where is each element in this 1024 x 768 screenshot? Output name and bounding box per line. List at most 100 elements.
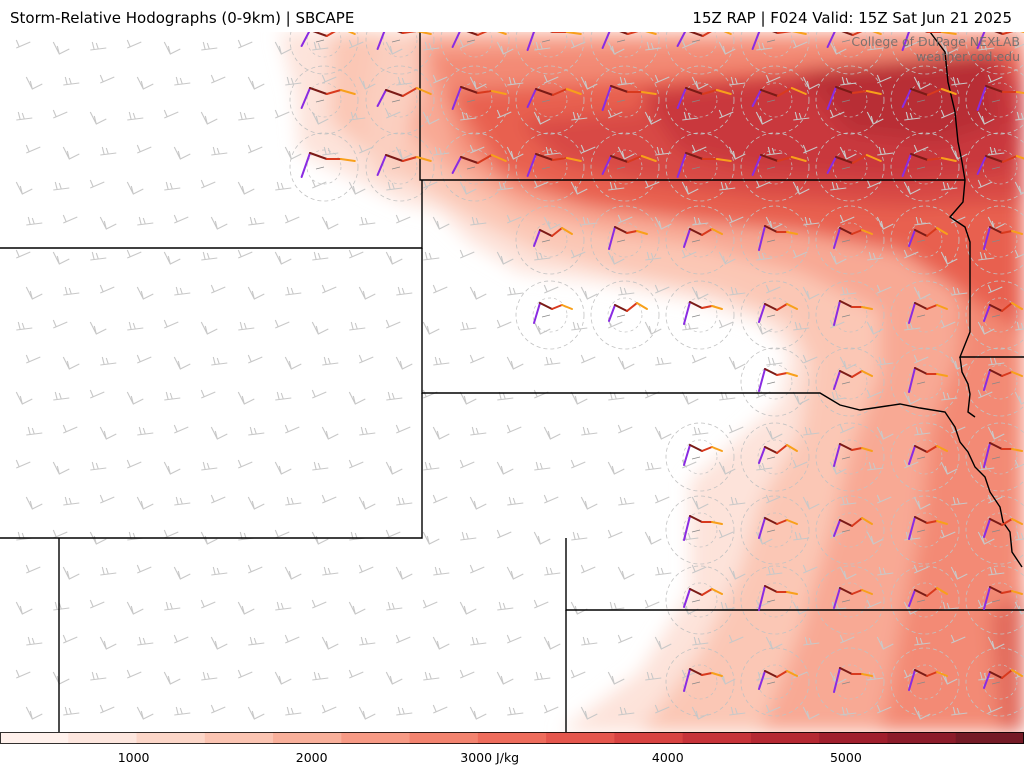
hodograph-ring	[515, 32, 585, 75]
hodograph-ring	[590, 32, 660, 75]
wind-barb	[792, 391, 810, 405]
hodograph-ring	[590, 205, 660, 275]
hodograph-ring	[832, 512, 868, 548]
wind-barb	[607, 529, 623, 539]
wind-barb	[755, 599, 771, 609]
wind-barb	[691, 706, 709, 720]
wind-barb	[839, 146, 857, 160]
wind-barb	[396, 286, 413, 296]
wind-barb	[681, 391, 699, 405]
wind-barb	[174, 286, 191, 296]
colorbar-band	[887, 732, 957, 744]
hodograph-ring	[440, 32, 510, 75]
wind-barb	[729, 76, 746, 86]
wind-barb	[15, 459, 31, 469]
wind-barb	[173, 146, 191, 160]
wind-barb	[728, 424, 744, 434]
wind-barb	[682, 111, 699, 121]
hodograph-ring	[757, 582, 793, 618]
wind-barb	[423, 461, 440, 471]
wind-barb	[312, 251, 329, 261]
hodograph-ring	[982, 512, 1018, 548]
wind-barb	[645, 251, 662, 261]
wind-barb	[275, 601, 292, 611]
wind-barb	[126, 249, 142, 259]
wind-barb	[644, 599, 660, 609]
wind-barb	[644, 321, 662, 335]
wind-barb	[718, 251, 736, 265]
wind-barb	[432, 494, 448, 504]
wind-barb	[792, 249, 808, 259]
hodograph-ring	[757, 32, 793, 58]
wind-barb	[348, 249, 364, 259]
wind-barb	[617, 356, 635, 370]
wind-barb	[385, 461, 403, 475]
wind-barb	[174, 706, 191, 716]
wind-barb	[247, 564, 263, 574]
hodograph-ring	[832, 364, 868, 400]
wind-barb	[395, 214, 411, 224]
wind-barb	[15, 669, 31, 679]
hodograph-ring	[890, 132, 960, 202]
wind-barb	[285, 496, 302, 506]
hodograph-ring	[532, 82, 568, 118]
wind-barb	[766, 566, 783, 576]
wind-barb	[422, 179, 438, 189]
wind-barb	[52, 319, 68, 329]
wind-barb	[201, 251, 218, 261]
wind-barb	[321, 704, 337, 714]
wind-barb	[321, 284, 337, 294]
wind-barb	[867, 251, 884, 261]
hodograph-ring	[682, 512, 718, 548]
wind-barb	[496, 41, 514, 55]
hodograph-trace	[683, 228, 723, 248]
wind-barb	[581, 426, 598, 436]
wind-barb	[285, 706, 302, 716]
wind-barb	[469, 144, 485, 154]
wind-barb	[63, 76, 80, 86]
hodograph-trace	[976, 32, 1024, 49]
wind-barb	[25, 564, 41, 574]
hodograph-trace	[608, 226, 648, 250]
hodograph-ring	[382, 149, 418, 185]
wind-barb	[127, 111, 144, 121]
wind-barb	[127, 321, 144, 331]
hodograph-trace	[608, 302, 648, 322]
hodograph-trace	[758, 517, 798, 539]
hodograph-ring	[907, 149, 943, 185]
map-canvas[interactable]: College of DuPage NEXLAB weather.cod.edu	[0, 32, 1024, 732]
hodograph-ring	[532, 32, 568, 58]
wind-barb	[802, 286, 820, 300]
wind-barb	[432, 426, 450, 440]
map-panel[interactable]: College of DuPage NEXLAB weather.cod.edu	[0, 32, 1024, 732]
wind-barb	[506, 634, 522, 644]
hodograph-ring	[815, 32, 885, 75]
wind-barb	[423, 671, 440, 681]
wind-barb	[903, 391, 921, 405]
wind-barb	[829, 461, 847, 475]
hodograph-ring	[982, 32, 1018, 58]
wind-barb	[433, 146, 450, 156]
wind-barb	[867, 461, 884, 471]
wind-barb	[136, 144, 152, 154]
wind-barb	[423, 41, 440, 51]
wind-barb	[385, 671, 403, 685]
wind-barb	[829, 251, 847, 265]
hodograph-ring	[815, 422, 885, 492]
hodograph-trace	[983, 302, 1023, 322]
wind-barb	[691, 496, 709, 510]
hodograph-ring	[665, 422, 735, 492]
wind-barb	[977, 389, 993, 399]
wind-barb	[63, 496, 80, 506]
wind-barb	[52, 461, 70, 475]
hodograph-ring	[965, 205, 1024, 275]
hodograph-ring	[682, 82, 718, 118]
wind-barb	[470, 216, 487, 226]
wind-barb	[210, 216, 228, 230]
wind-barb	[312, 671, 329, 681]
wind-barb	[644, 111, 662, 125]
wind-barb	[210, 74, 226, 84]
wind-barb	[201, 671, 218, 681]
hodograph-ring	[965, 647, 1024, 717]
wind-barb	[977, 179, 993, 189]
